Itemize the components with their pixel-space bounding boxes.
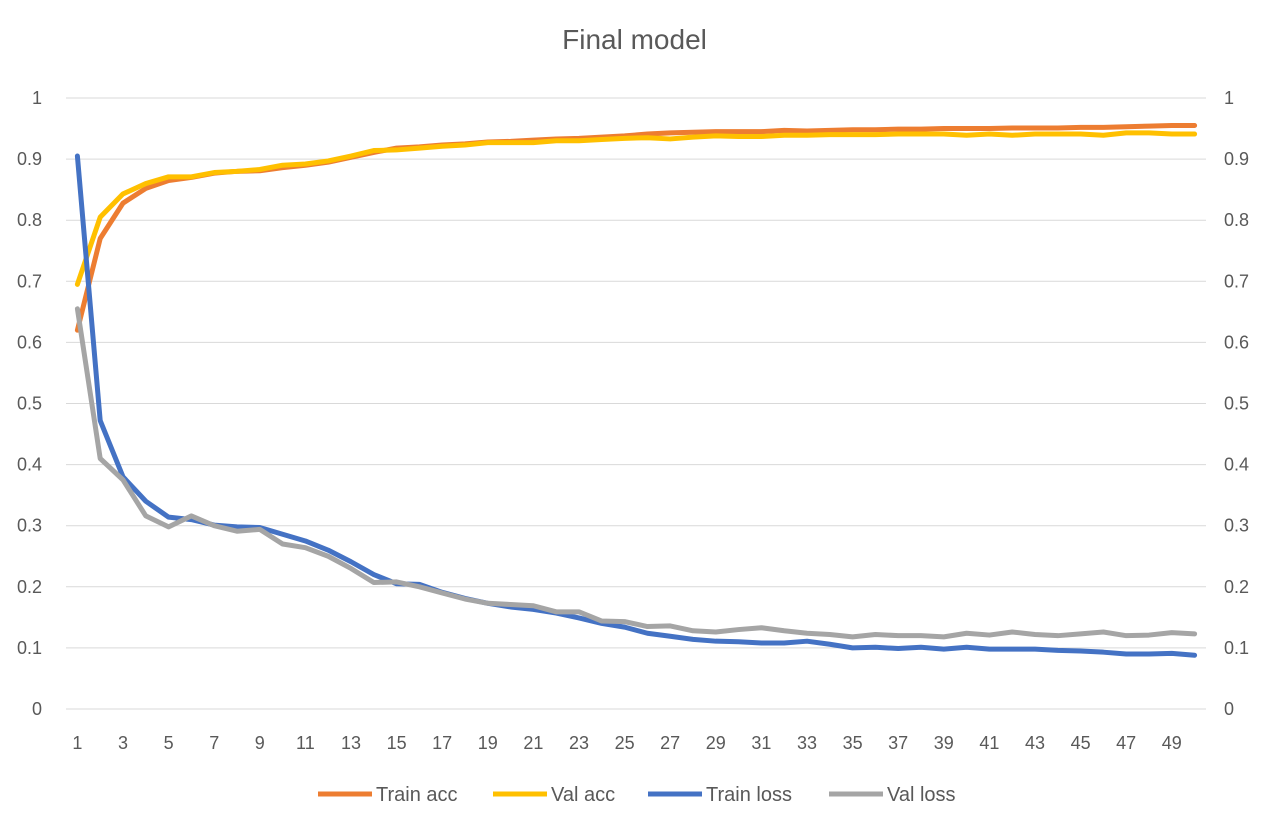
series-line-train-loss — [74, 153, 1198, 658]
legend-label: Train loss — [706, 784, 792, 806]
x-tick-label: 3 — [118, 733, 128, 753]
series-line-val-acc — [74, 130, 1198, 287]
y-left-tick-label: 0.4 — [17, 455, 42, 475]
x-tick-label: 39 — [934, 733, 954, 753]
x-tick-label: 11 — [296, 733, 315, 753]
y-left-tick-label: 0.7 — [17, 271, 42, 291]
legend-label: Val loss — [887, 784, 956, 806]
gridlines — [66, 97, 1206, 710]
series-line-val-loss — [74, 306, 1198, 640]
y-right-tick-label: 1 — [1224, 88, 1234, 108]
y-left-tick-label: 1 — [32, 88, 42, 108]
plot-area — [74, 123, 1198, 658]
x-tick-label: 7 — [209, 733, 219, 753]
legend-item-val-loss: Val loss — [829, 784, 956, 806]
x-tick-label: 23 — [569, 733, 589, 753]
legend-item-train-acc: Train acc — [318, 784, 458, 806]
y-left-tick-label: 0.1 — [17, 638, 42, 658]
y-right-tick-label: 0.2 — [1224, 577, 1249, 597]
x-tick-label: 49 — [1162, 733, 1182, 753]
y-right-tick-label: 0 — [1224, 699, 1234, 719]
x-tick-label: 9 — [255, 733, 265, 753]
y-right-tick-label: 0.4 — [1224, 455, 1249, 475]
x-tick-label: 19 — [478, 733, 498, 753]
x-tick-label: 21 — [523, 733, 543, 753]
legend-item-val-acc: Val acc — [493, 784, 615, 806]
x-tick-label: 31 — [751, 733, 771, 753]
x-tick-label: 27 — [660, 733, 680, 753]
axes: 0 0 0.1 0.1 0.2 0.2 0.3 0.3 0.4 0.4 0.5 0.5 0.6 0.6 0.… — [17, 88, 1249, 753]
legend: Train acc Val acc Train loss Val loss — [318, 784, 956, 806]
y-left-tick-label: 0 — [32, 699, 42, 719]
x-tick-label: 33 — [797, 733, 817, 753]
x-tick-label: 45 — [1071, 733, 1091, 753]
y-left-tick-label: 0.6 — [17, 332, 42, 352]
x-tick-label: 47 — [1116, 733, 1136, 753]
chart-title: Final model — [562, 24, 707, 55]
x-tick-label: 1 — [72, 733, 82, 753]
x-tick-label: 35 — [843, 733, 863, 753]
y-left-tick-label: 0.3 — [17, 516, 42, 536]
legend-item-train-loss: Train loss — [648, 784, 792, 806]
x-tick-label: 15 — [387, 733, 407, 753]
x-tick-label: 17 — [432, 733, 452, 753]
y-right-tick-label: 0.6 — [1224, 332, 1249, 352]
series-line-train-acc — [74, 123, 1198, 333]
x-tick-label: 37 — [888, 733, 908, 753]
y-right-tick-label: 0.8 — [1224, 210, 1249, 230]
x-tick-label: 43 — [1025, 733, 1045, 753]
x-tick-label: 29 — [706, 733, 726, 753]
y-right-tick-label: 0.1 — [1224, 638, 1249, 658]
y-right-tick-label: 0.3 — [1224, 516, 1249, 536]
x-tick-label: 13 — [341, 733, 361, 753]
y-right-tick-label: 0.7 — [1224, 271, 1249, 291]
legend-label: Train acc — [376, 784, 458, 806]
y-right-tick-label: 0.9 — [1224, 149, 1249, 169]
y-left-tick-label: 0.5 — [17, 394, 42, 414]
y-left-tick-label: 0.9 — [17, 149, 42, 169]
y-right-tick-label: 0.5 — [1224, 394, 1249, 414]
y-left-tick-label: 0.8 — [17, 210, 42, 230]
x-tick-label: 5 — [164, 733, 174, 753]
y-left-tick-label: 0.2 — [17, 577, 42, 597]
x-tick-label: 41 — [979, 733, 999, 753]
legend-label: Val acc — [551, 784, 615, 806]
x-tick-label: 25 — [615, 733, 635, 753]
